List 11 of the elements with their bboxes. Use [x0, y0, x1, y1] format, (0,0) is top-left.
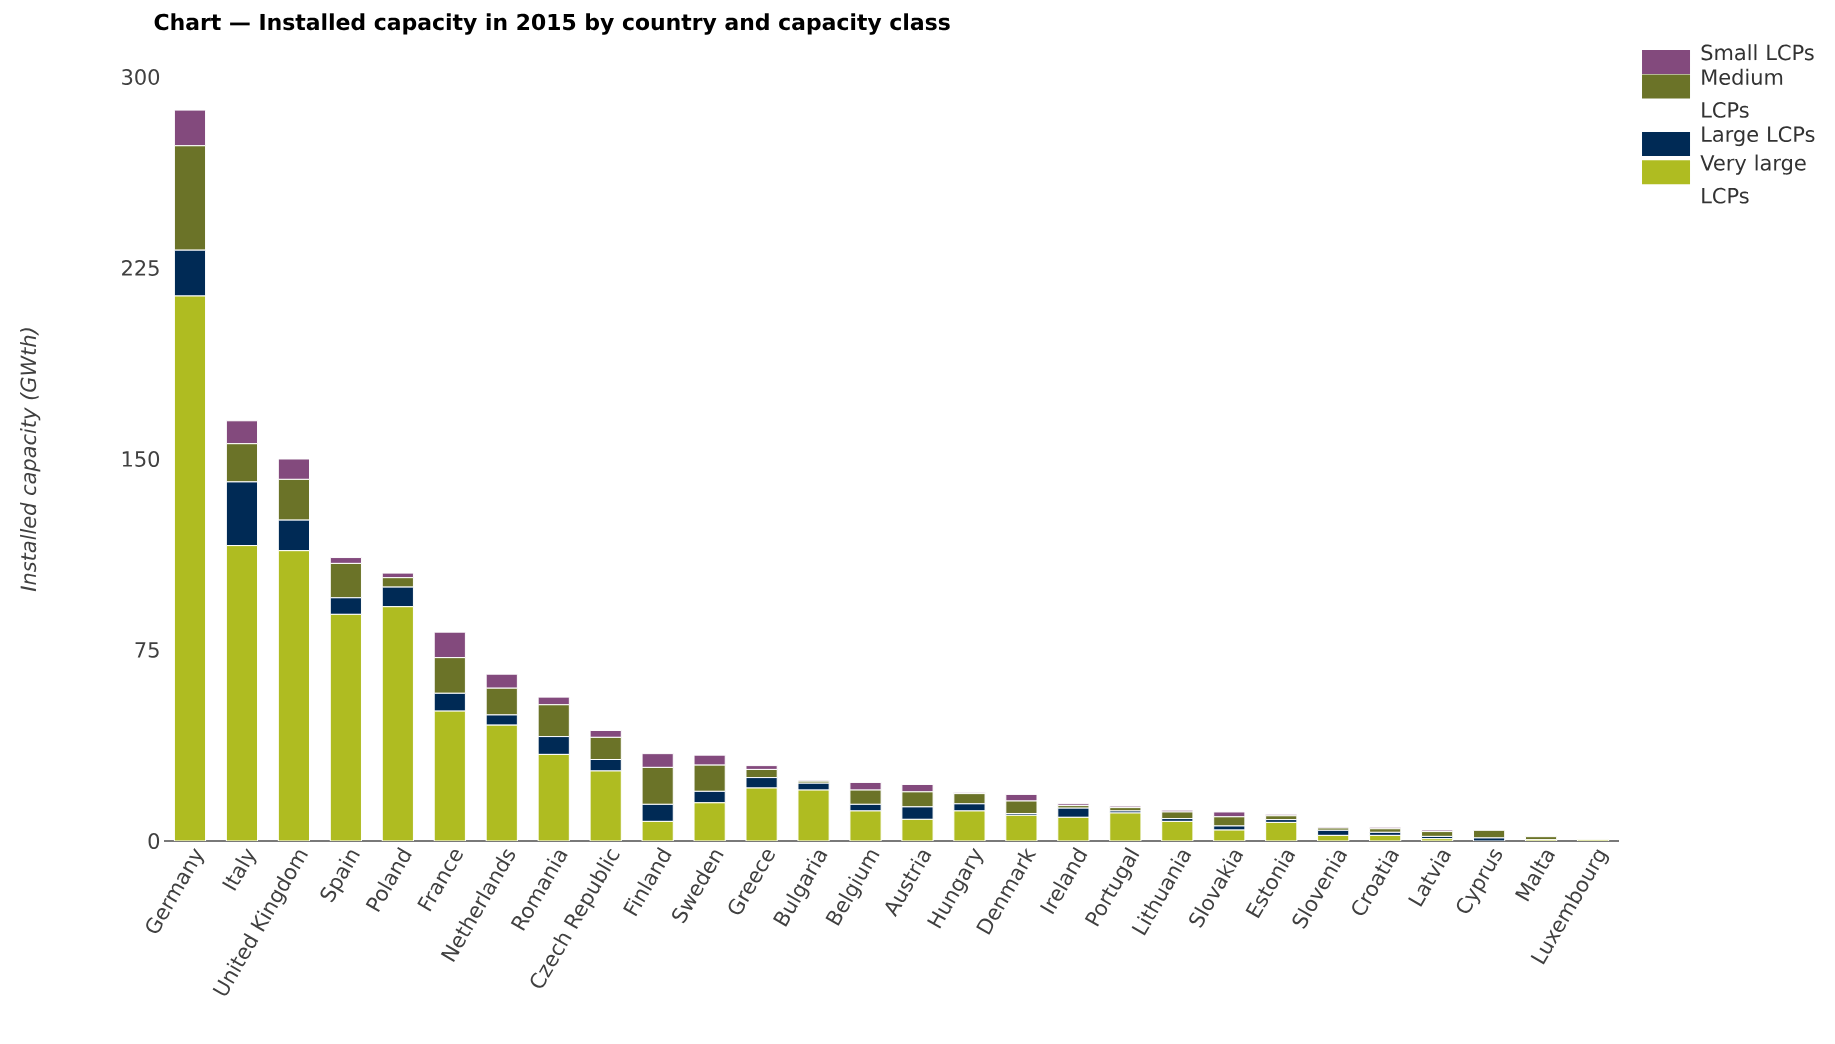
y-tick-label: 300 [122, 69, 160, 85]
legend-label: Medium LCPs [1702, 68, 1783, 118]
y-tick-label: 75 [135, 642, 159, 658]
chart-title: Chart — Installed capacity in 2015 by country and capacity class [154, 13, 950, 35]
y-tick-label: 225 [122, 260, 159, 276]
legend-label: Small LCPs [1701, 44, 1814, 61]
legend-label: Large LCPs [1702, 126, 1815, 147]
y-axis-title: Installed capacity (GWth) [20, 328, 41, 592]
legend-label: Very large LCPs [1700, 154, 1806, 204]
y-tick-label: 150 [122, 451, 160, 467]
y-tick-label: 0 [148, 833, 160, 849]
